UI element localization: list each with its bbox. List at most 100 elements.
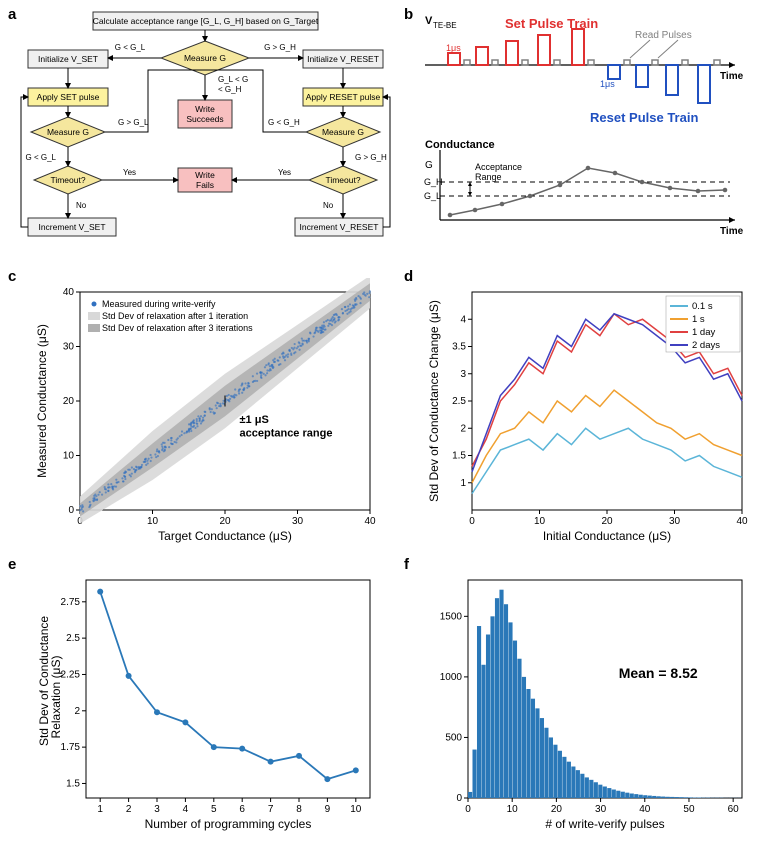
- svg-text:Relaxation (μS): Relaxation (μS): [49, 656, 63, 739]
- svg-text:Acceptance: Acceptance: [475, 162, 522, 172]
- svg-text:6: 6: [239, 804, 245, 815]
- svg-text:1μs: 1μs: [600, 79, 615, 89]
- svg-text:Mean = 8.52: Mean = 8.52: [619, 665, 698, 681]
- svg-text:acceptance range: acceptance range: [240, 427, 333, 439]
- svg-text:1000: 1000: [440, 672, 463, 683]
- svg-text:40: 40: [736, 516, 748, 527]
- svg-text:4: 4: [183, 804, 189, 815]
- svg-text:500: 500: [445, 732, 462, 743]
- svg-text:2.5: 2.5: [66, 633, 80, 644]
- svg-text:Initialize V_SET: Initialize V_SET: [38, 54, 98, 64]
- svg-text:Measured during write-verify: Measured during write-verify: [102, 299, 216, 309]
- svg-text:Yes: Yes: [278, 168, 291, 177]
- svg-text:G: G: [425, 160, 433, 171]
- svg-text:2: 2: [460, 423, 466, 434]
- svg-text:30: 30: [292, 516, 304, 527]
- svg-text:30: 30: [669, 516, 681, 527]
- svg-text:Std Dev of relaxation after 1: Std Dev of relaxation after 1 iteration: [102, 311, 248, 321]
- svg-text:Range: Range: [475, 172, 502, 182]
- svg-text:0: 0: [456, 793, 462, 804]
- svg-text:Measure G: Measure G: [322, 127, 364, 137]
- svg-text:Reset Pulse Train: Reset Pulse Train: [590, 110, 698, 125]
- svg-text:±1 μS: ±1 μS: [240, 414, 269, 426]
- svg-text:2.75: 2.75: [61, 597, 81, 608]
- svg-text:G_L: G_L: [424, 191, 441, 201]
- svg-text:Write: Write: [195, 170, 215, 180]
- svg-text:V: V: [425, 15, 433, 27]
- svg-text:5: 5: [211, 804, 217, 815]
- svg-text:20: 20: [601, 516, 613, 527]
- svg-text:TE-BE: TE-BE: [433, 21, 457, 30]
- svg-text:Measured Conductance (μS): Measured Conductance (μS): [35, 324, 49, 478]
- svg-text:Apply SET pulse: Apply SET pulse: [37, 92, 100, 102]
- panel-f-label: f: [404, 556, 409, 573]
- svg-text:9: 9: [325, 804, 331, 815]
- svg-text:Initial Conductance (μS): Initial Conductance (μS): [543, 529, 671, 543]
- svg-text:4: 4: [460, 314, 466, 325]
- svg-text:Timeout?: Timeout?: [50, 175, 85, 185]
- panel-e: 123456789101.51.7522.252.52.75Number of …: [28, 566, 388, 834]
- svg-text:30: 30: [595, 804, 607, 815]
- svg-text:7: 7: [268, 804, 274, 815]
- svg-text:Fails: Fails: [196, 180, 214, 190]
- panel-c: 010203040010203040Target Conductance (μS…: [28, 278, 388, 546]
- panel-b-label: b: [404, 6, 413, 23]
- svg-text:Target Conductance (μS): Target Conductance (μS): [158, 529, 292, 543]
- svg-text:Time: Time: [720, 71, 744, 82]
- panel-d: 01020304011.522.533.54Initial Conductanc…: [420, 278, 755, 546]
- svg-text:1 s: 1 s: [692, 314, 705, 325]
- svg-text:G_H: G_H: [424, 177, 443, 187]
- svg-text:1μs: 1μs: [446, 43, 461, 53]
- svg-text:Conductance: Conductance: [425, 139, 495, 151]
- svg-text:40: 40: [63, 287, 75, 298]
- svg-text:10: 10: [350, 804, 362, 815]
- panel-c-label: c: [8, 268, 16, 285]
- svg-text:0: 0: [469, 516, 475, 527]
- panel-e-label: e: [8, 556, 16, 573]
- svg-text:Increment V_RESET: Increment V_RESET: [300, 222, 379, 232]
- svg-text:Calculate acceptance range [G_: Calculate acceptance range [G_L, G_H] ba…: [93, 16, 319, 26]
- svg-text:1 day: 1 day: [692, 327, 715, 338]
- svg-text:Increment V_SET: Increment V_SET: [38, 222, 105, 232]
- svg-text:30: 30: [63, 342, 75, 353]
- panel-d-label: d: [404, 268, 413, 285]
- svg-text:3: 3: [460, 369, 466, 380]
- svg-text:0: 0: [465, 804, 471, 815]
- svg-text:No: No: [76, 201, 87, 210]
- svg-text:2 days: 2 days: [692, 340, 720, 351]
- svg-text:Measure G: Measure G: [47, 127, 89, 137]
- panel-a: Calculate acceptance range [G_L, G_H] ba…: [18, 10, 393, 260]
- svg-text:Write: Write: [195, 104, 215, 114]
- svg-text:Apply RESET pulse: Apply RESET pulse: [306, 92, 381, 102]
- svg-text:2.25: 2.25: [61, 669, 81, 680]
- svg-text:< G_H: < G_H: [218, 85, 242, 94]
- svg-text:2: 2: [74, 706, 80, 717]
- svg-text:Yes: Yes: [123, 168, 136, 177]
- svg-text:10: 10: [507, 804, 519, 815]
- svg-text:8: 8: [296, 804, 302, 815]
- svg-text:10: 10: [534, 516, 546, 527]
- svg-text:3: 3: [154, 804, 160, 815]
- svg-text:Std Dev of relaxation after 3: Std Dev of relaxation after 3 iterations: [102, 323, 253, 333]
- svg-text:G > G_H: G > G_H: [264, 43, 296, 52]
- panel-f: 0102030405060050010001500# of write-veri…: [420, 566, 755, 834]
- svg-text:G_L < G: G_L < G: [218, 75, 248, 84]
- svg-text:Succeeds: Succeeds: [186, 114, 223, 124]
- svg-text:1: 1: [460, 478, 466, 489]
- svg-text:G < G_L: G < G_L: [115, 43, 146, 52]
- svg-text:60: 60: [728, 804, 740, 815]
- svg-text:40: 40: [364, 516, 376, 527]
- svg-text:Read Pulses: Read Pulses: [635, 30, 692, 41]
- svg-text:Initialize V_RESET: Initialize V_RESET: [307, 54, 379, 64]
- svg-text:Measure G: Measure G: [184, 53, 226, 63]
- svg-text:2: 2: [126, 804, 132, 815]
- svg-text:50: 50: [683, 804, 695, 815]
- svg-text:1.5: 1.5: [66, 778, 80, 789]
- svg-text:G > G_L: G > G_L: [118, 118, 149, 127]
- svg-text:10: 10: [147, 516, 159, 527]
- svg-text:Timeout?: Timeout?: [325, 175, 360, 185]
- svg-text:3.5: 3.5: [452, 342, 466, 353]
- svg-text:G > G_H: G > G_H: [355, 153, 387, 162]
- svg-text:No: No: [323, 201, 334, 210]
- svg-text:1.75: 1.75: [61, 742, 81, 753]
